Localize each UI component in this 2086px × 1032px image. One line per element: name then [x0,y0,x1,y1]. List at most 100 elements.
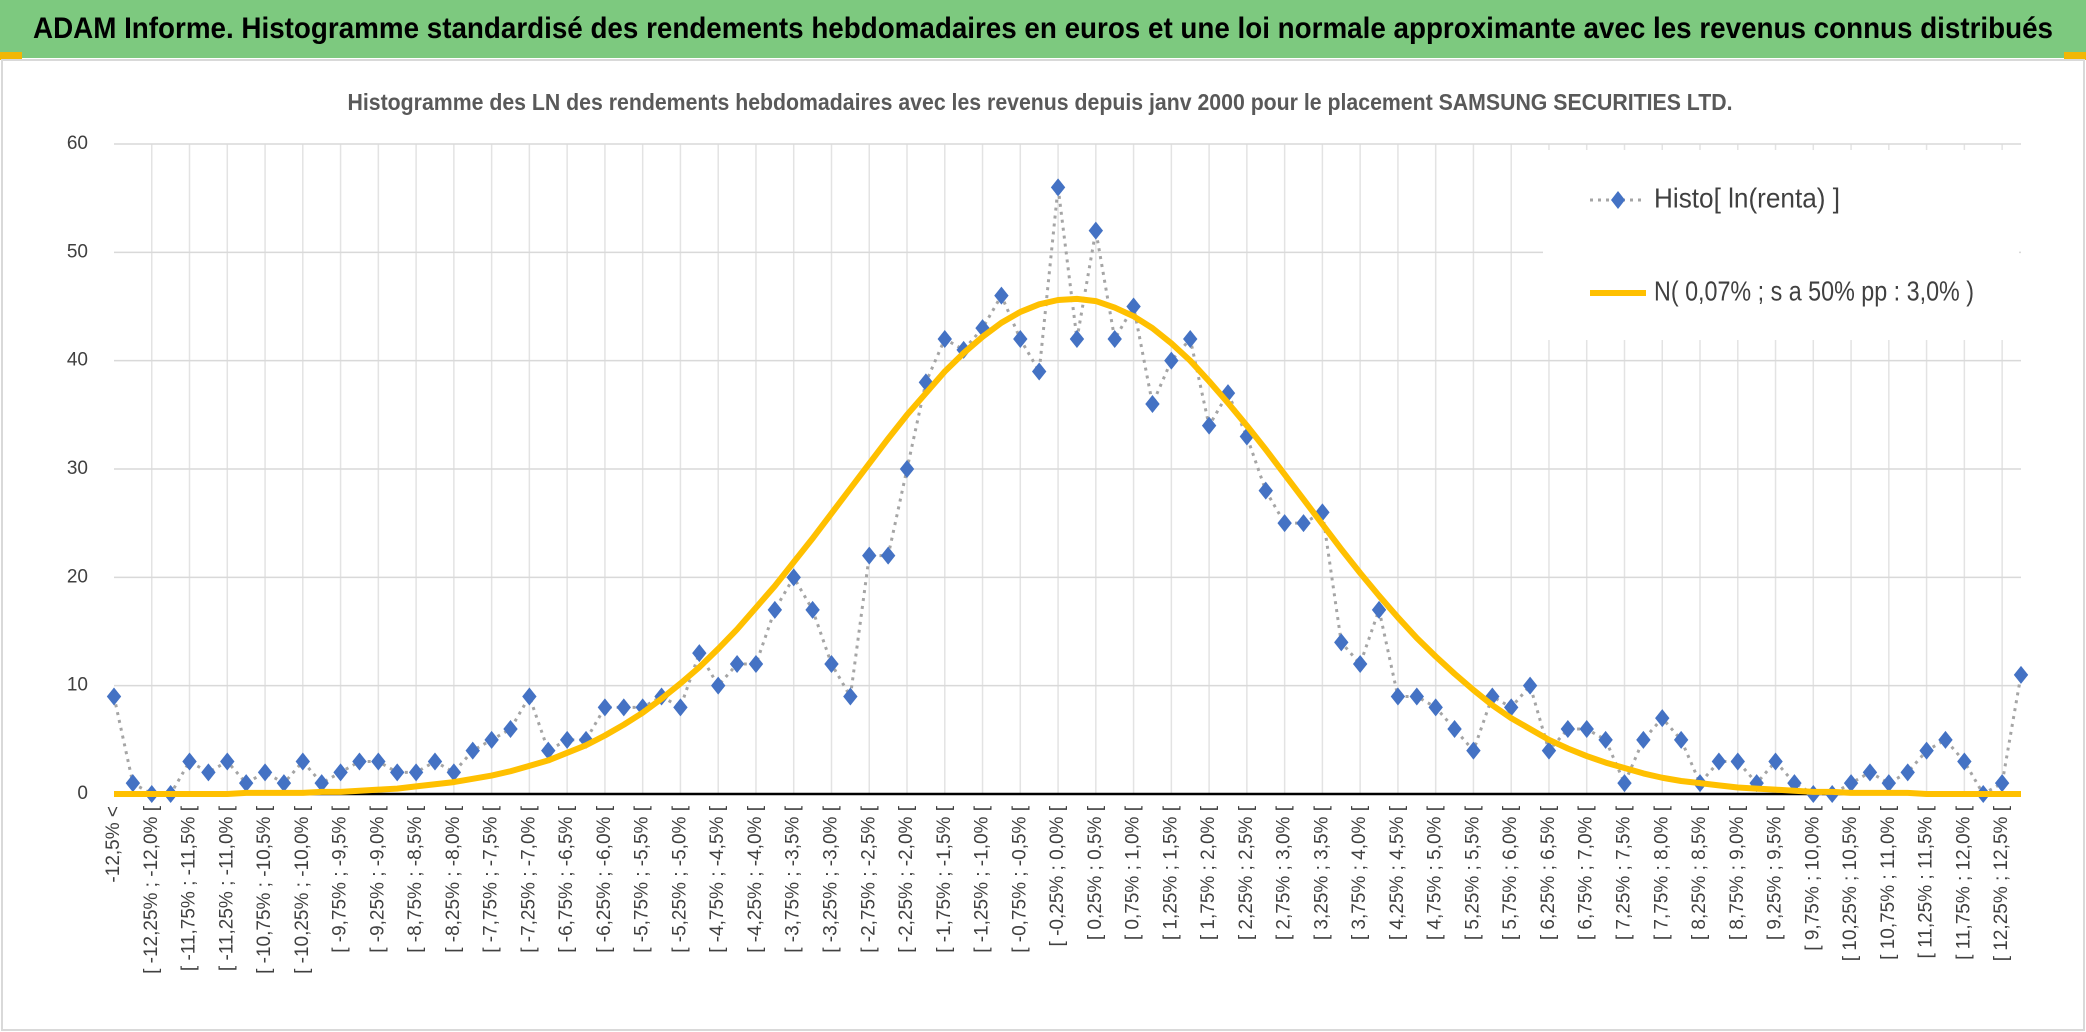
data-marker [748,655,764,673]
data-marker [1957,752,1972,771]
y-tick-label: 30 [67,458,88,479]
data-marker [182,752,197,771]
data-marker [1107,330,1122,348]
data-marker [541,741,556,760]
data-marker [1013,330,1028,348]
x-tick-label: [ 0,25% ; 0,5% [ [1085,805,1106,940]
data-marker [371,752,386,771]
data-marker [1296,514,1311,533]
legend-label: N( 0,07% ; s a 50% pp : 3,0% ) [1654,275,1974,306]
data-marker [1560,720,1576,738]
data-marker [465,741,480,760]
data-marker [427,752,443,771]
data-marker [937,330,952,348]
x-tick-label: [ -3,25% ; -3,0% [ [821,805,842,953]
legend-label: Histo[ ln(renta) ] [1654,182,1840,213]
y-tick-label: 60 [67,133,88,154]
x-tick-label: [ -9,75% ; -9,5% [ [330,805,351,953]
x-tick-label: [ 7,75% ; 8,0% [ [1651,805,1672,940]
x-tick-label: [ 11,75% ; 12,0% [ [1953,805,1974,960]
x-tick-label: [ 9,25% ; 9,5% [ [1765,805,1786,940]
page-title: ADAM Informe. Histogramme standardisé de… [33,12,2053,45]
x-tick-label: [ 2,25% ; 2,5% [ [1236,805,1257,940]
x-tick-label: [ 10,25% ; 10,5% [ [1840,805,1861,961]
x-tick-label: [ -3,75% ; -3,5% [ [783,805,804,953]
corner-accent [2064,52,2086,60]
data-marker [1126,297,1141,316]
x-tick-label: [ 4,75% ; 5,0% [ [1425,805,1446,940]
y-tick-label: 40 [67,350,88,371]
x-tick-label: [ -8,25% ; -8,0% [ [443,805,464,953]
data-marker [1843,774,1859,793]
x-tick-label: [ -2,75% ; -2,5% [ [858,805,879,953]
data-marker [1900,763,1915,782]
data-marker [1938,730,1953,749]
x-tick-label: [ -7,25% ; -7,0% [ [518,805,539,953]
data-marker [352,752,367,771]
x-tick-label: [ 6,75% ; 7,0% [ [1576,805,1597,940]
x-tick-label: [ 9,75% ; 10,0% [ [1802,805,1823,950]
x-tick-label: [ 3,75% ; 4,0% [ [1349,805,1370,940]
data-marker [1598,730,1613,749]
x-tick-label: [ 8,75% ; 9,0% [ [1727,805,1748,940]
data-marker [1334,633,1349,652]
data-marker [862,546,877,565]
x-tick-label: [ -7,75% ; -7,5% [ [481,805,502,953]
data-marker [1579,720,1594,738]
legend-marker [1611,191,1625,209]
data-marker [880,546,896,565]
x-tick-label: [ -4,75% ; -4,5% [ [707,805,728,953]
x-tick-label: -12,5% < [103,806,124,883]
x-tick-label: [ -4,25% ; -4,0% [ [745,805,766,953]
data-marker [1617,774,1632,793]
chart-title: Histogramme des LN des rendements hebdom… [348,89,1733,115]
data-marker [1787,774,1802,793]
data-marker [408,763,424,782]
data-marker [257,763,273,782]
data-marker [1673,730,1689,749]
data-marker [1504,698,1519,717]
data-marker [1447,720,1462,738]
x-tick-label: [ -2,25% ; -2,0% [ [896,805,917,953]
data-marker [1994,774,2010,793]
data-marker [295,752,311,771]
x-tick-label: [ 1,75% ; 2,0% [ [1198,805,1219,940]
legend-box [1543,150,2019,340]
data-marker [1428,698,1443,717]
y-tick-label: 0 [77,783,88,804]
data-marker [1655,709,1670,728]
data-marker [106,687,122,706]
x-tick-label: [ 10,75% ; 11,0% [ [1878,805,1899,960]
data-marker [503,720,518,738]
x-tick-label: [ -0,75% ; -0,5% [ [1009,805,1030,953]
data-marker [843,687,858,706]
data-marker [1711,752,1727,771]
data-marker [1730,752,1745,771]
data-marker [824,655,839,673]
data-marker [1201,416,1217,435]
chart-border [1,59,2085,1031]
x-tick-label: [ 8,25% ; 8,5% [ [1689,805,1710,940]
data-marker [692,644,707,663]
x-tick-label: [ -1,75% ; -1,5% [ [934,805,955,953]
data-marker [597,698,613,717]
data-marker [238,774,254,793]
corner-accent [0,52,22,60]
data-marker [125,774,141,793]
data-marker [1031,362,1047,381]
data-marker [2013,665,2029,684]
x-tick-label: [ -6,25% ; -6,0% [ [594,805,615,953]
x-tick-label: [ 1,25% ; 1,5% [ [1160,805,1181,940]
x-tick-label: [ -6,75% ; -6,5% [ [556,805,577,953]
data-marker [1371,600,1387,619]
x-tick-label: [ -5,25% ; -5,0% [ [669,805,690,953]
data-marker [994,286,1009,305]
data-marker [1069,330,1085,348]
data-marker [1919,741,1934,760]
x-tick-label: [ 0,75% ; 1,0% [ [1123,805,1144,940]
x-tick-label: [ 6,25% ; 6,5% [ [1538,805,1559,940]
x-tick-label: [ 3,25% ; 3,5% [ [1311,805,1332,940]
data-marker [1088,221,1104,240]
x-tick-label: [ 5,75% ; 6,0% [ [1500,805,1521,940]
